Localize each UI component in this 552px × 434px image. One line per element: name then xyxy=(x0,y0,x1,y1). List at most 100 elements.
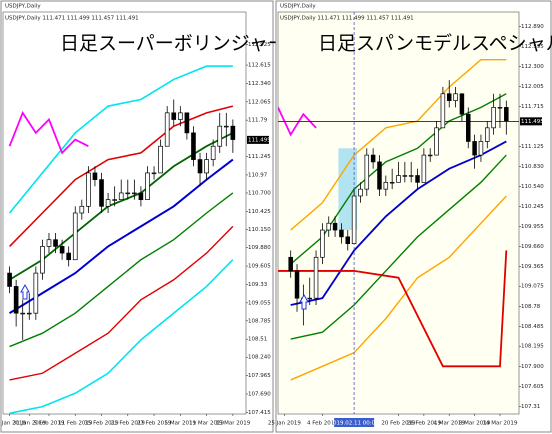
last-price-box xyxy=(520,117,542,126)
plot xyxy=(7,65,236,414)
candle-body xyxy=(204,159,209,174)
candle-body xyxy=(53,239,58,247)
candle-body xyxy=(377,161,382,190)
y-tick-label: 109.33 xyxy=(248,282,268,288)
candle-body xyxy=(72,212,78,261)
candle-body xyxy=(151,172,157,175)
x-tick-label: 27 Feb 2019 xyxy=(137,421,172,427)
y-tick-label: 109.955 xyxy=(521,224,544,230)
candle-body xyxy=(138,192,144,200)
candle-body xyxy=(389,181,395,184)
y-tick-label: 111.245 xyxy=(248,154,271,160)
candle-body xyxy=(459,93,465,115)
y-tick-label: 111.715 xyxy=(521,104,544,110)
candle-body xyxy=(491,107,496,129)
candle-body xyxy=(79,205,85,214)
y-tick-label: 109.660 xyxy=(521,244,544,250)
candle-body xyxy=(466,113,471,142)
x-tick-label: 8 Mar 2019 xyxy=(459,421,491,427)
candle-body xyxy=(307,297,312,300)
y-tick-label: 110.830 xyxy=(521,164,544,170)
candle-body xyxy=(59,246,65,254)
series-line xyxy=(8,65,233,214)
candle-body xyxy=(86,172,91,207)
series-line xyxy=(9,259,234,414)
candle-body xyxy=(99,179,104,207)
chart-title: 日足スパンモデルスペシャル xyxy=(318,33,552,55)
plot-area xyxy=(2,11,247,415)
candle-body xyxy=(217,125,223,147)
y-tick-label: 108.240 xyxy=(248,355,271,361)
y-tick-label: 107.605 xyxy=(521,384,544,390)
candle-body xyxy=(415,175,420,183)
x-tick-label: 15 Feb 2019 xyxy=(84,421,119,427)
candle-body xyxy=(230,125,236,140)
candle-body xyxy=(33,272,39,314)
candle-body xyxy=(383,181,389,190)
candle-body xyxy=(7,272,12,287)
y-tick-label: 111.79 xyxy=(248,118,268,124)
arrow-icon xyxy=(299,293,309,310)
series-line xyxy=(9,158,234,315)
y-tick-label: 110.150 xyxy=(248,227,271,233)
y-tick-label: 108.785 xyxy=(248,318,271,324)
y-tick-label: 107.415 xyxy=(248,410,271,416)
y-tick-label: 109.055 xyxy=(248,300,271,306)
candle-body xyxy=(92,172,98,180)
candle-body xyxy=(184,112,190,134)
y-tick-label: 109.365 xyxy=(521,264,544,270)
candle-body xyxy=(504,107,509,122)
panel: 112.925 112.615 112.340 112.065 111.79 111.24… xyxy=(0,0,287,433)
candle-body xyxy=(453,93,458,101)
y-tick-label: 109.880 xyxy=(248,245,271,251)
candle-body xyxy=(210,145,216,160)
series-line xyxy=(290,58,507,231)
x-tick-label: 28 Jan 2019 xyxy=(0,421,27,427)
x-tick-label: 5 Mar 2019 xyxy=(165,421,197,427)
cursor-label-box xyxy=(334,418,375,427)
y-tick-label: 107.31 xyxy=(521,404,540,410)
series-line xyxy=(8,110,89,155)
candle-body xyxy=(313,256,319,299)
candle-body xyxy=(427,154,433,157)
series-line xyxy=(290,154,507,340)
y-tick-label: 112.005 xyxy=(521,84,544,90)
y-tick-label: 107.965 xyxy=(248,373,271,379)
x-tick-label: 21 Feb 2019 xyxy=(111,421,146,427)
candle-body xyxy=(345,236,351,245)
x-tick-label: 11 Feb 2019 xyxy=(58,421,93,427)
series-line xyxy=(9,225,234,381)
x-tick-label: 14 Mar 2019 xyxy=(483,421,518,427)
candle-body xyxy=(26,312,32,315)
candle-body xyxy=(478,141,484,156)
candle-body xyxy=(223,125,229,128)
candle-body xyxy=(158,145,163,174)
x-tick-label: 25 Jan 2019 xyxy=(268,421,301,427)
candle-body xyxy=(402,175,408,177)
candle-body xyxy=(485,127,490,142)
y-tick-label: 112.340 xyxy=(248,81,271,87)
y-tick-label: 110.97 xyxy=(248,172,268,178)
plot xyxy=(278,12,519,414)
x-tick-label: 4 Mar 2019 xyxy=(434,421,466,427)
x-tick-label: 4 Feb 2019 xyxy=(307,421,338,427)
series-line xyxy=(8,105,234,247)
series-line xyxy=(9,132,234,281)
candle-body xyxy=(408,175,414,177)
candle-body xyxy=(46,239,52,247)
candle-body xyxy=(396,175,401,183)
info-line: USDJPY,Daily 111.471 111.499 111.457 111… xyxy=(5,16,139,22)
candle-body xyxy=(370,154,376,163)
y-tick-label: 110.425 xyxy=(248,209,271,215)
candle-body xyxy=(178,112,183,120)
y-tick-label: 108.78 xyxy=(521,304,541,310)
candle-body xyxy=(294,270,300,299)
candle-body xyxy=(472,141,477,156)
series-line xyxy=(290,140,507,306)
candle-body xyxy=(320,229,325,258)
candle-body xyxy=(112,199,117,201)
candle-body xyxy=(332,222,338,231)
candle-body xyxy=(446,93,452,101)
y-tick-label: 108.51 xyxy=(248,337,267,343)
